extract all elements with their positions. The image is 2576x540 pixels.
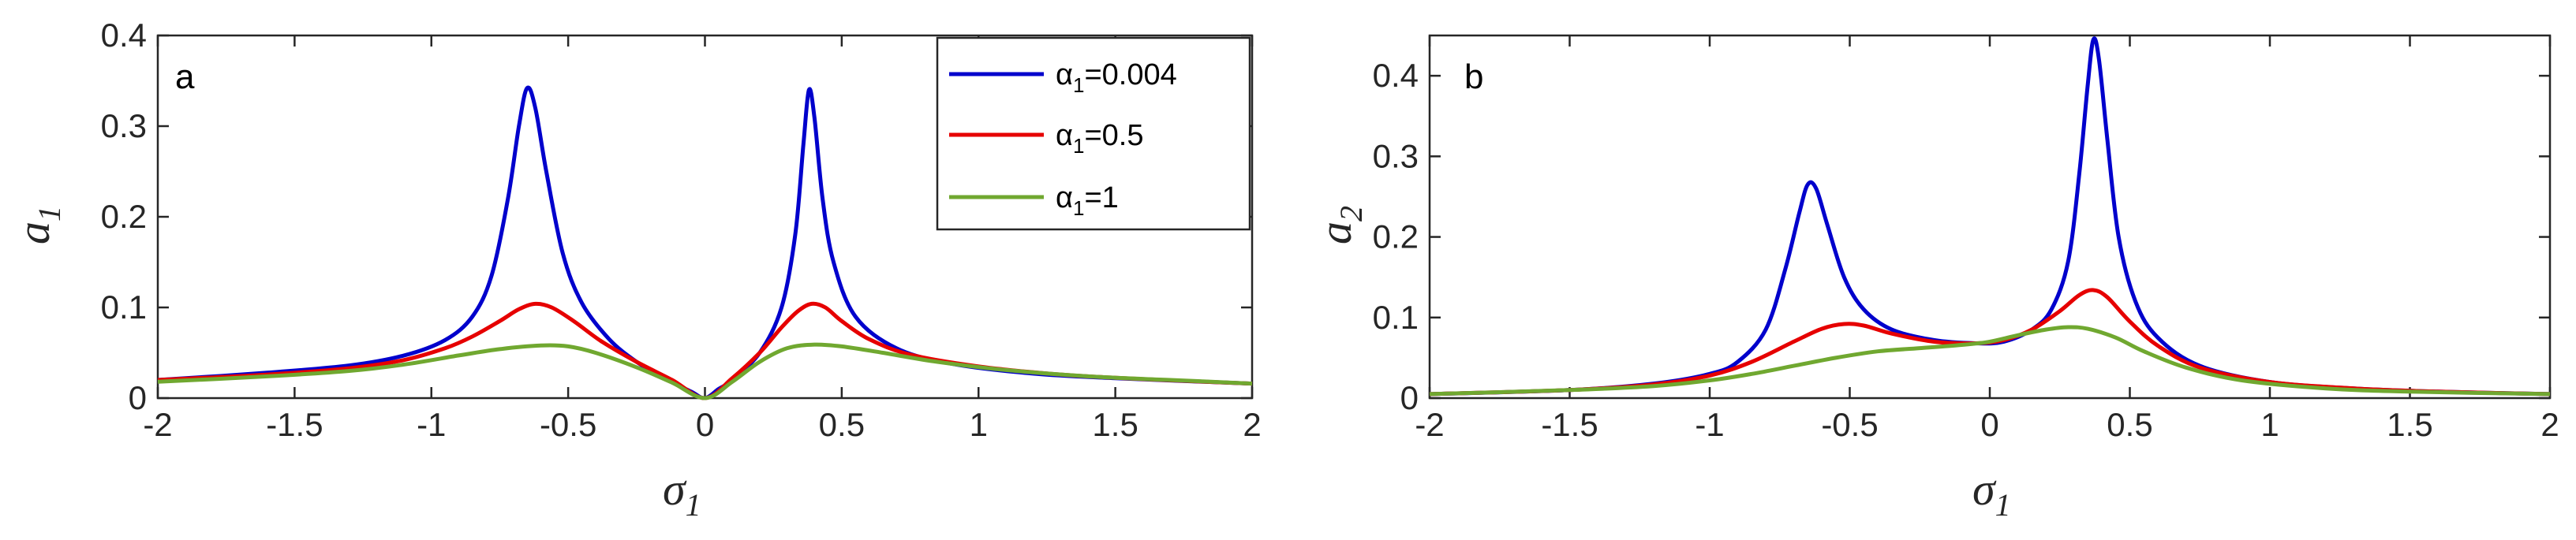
legend-label-3: α1=1 [1056, 181, 1119, 220]
x-tick-label-a: 0 [696, 406, 714, 443]
legend-entry-3: α1=1 [949, 181, 1119, 220]
y-tick-label-b: 0.4 [1373, 57, 1419, 94]
panel-label-a: a [175, 58, 195, 96]
x-tick-label-b: -1.5 [1541, 406, 1598, 443]
y-ticks-b: 0 0.1 0.2 0.3 0.4 [1373, 57, 2550, 416]
x-tick-label-b: 0.5 [2107, 406, 2152, 443]
y-tick-label-a: 0.3 [101, 107, 147, 144]
y-ticks-a: 0 0.1 0.2 0.3 0.4 [101, 17, 1252, 416]
legend-entry-2: α1=0.5 [949, 119, 1143, 158]
x-tick-label-a: 2 [1243, 406, 1261, 443]
panel-a: -2 -1.5 -1 -0.5 0 0.5 1 1.5 2 0 0.1 0.2 0.3 0.4 a σ1… [8, 17, 1262, 523]
legend-label-1: α1=0.004 [1056, 58, 1177, 97]
y-tick-label-a: 0.1 [101, 289, 147, 326]
y-axis-label-a: a1 [8, 206, 67, 244]
x-axis-label-a: σ1 [663, 464, 701, 523]
legend-label-2: α1=0.5 [1056, 119, 1143, 158]
x-tick-label-b: 0 [1980, 406, 1998, 443]
x-tick-label-a: -1.5 [266, 406, 323, 443]
y-tick-label-b: 0 [1400, 379, 1419, 416]
x-tick-label-a: -0.5 [540, 406, 596, 443]
legend: α1=0.004 α1=0.5 α1=1 [936, 36, 1251, 231]
x-ticks-a: -2 -1.5 -1 -0.5 0 0.5 1 1.5 2 [143, 35, 1262, 443]
x-tick-label-a: 1.5 [1092, 406, 1138, 443]
x-axis-label-b: σ1 [1972, 464, 2011, 523]
x-tick-label-b: -1 [1695, 406, 1724, 443]
x-tick-label-a: 1 [970, 406, 988, 443]
x-ticks-b: -2 -1.5 -1 -0.5 0 0.5 1 1.5 2 [1415, 35, 2559, 443]
x-tick-label-a: -2 [143, 406, 172, 443]
x-tick-label-a: -1 [417, 406, 446, 443]
x-tick-label-b: -0.5 [1821, 406, 1878, 443]
legend-entry-1: α1=0.004 [949, 58, 1177, 97]
x-tick-label-a: 0.5 [819, 406, 865, 443]
y-tick-label-b: 0.1 [1373, 299, 1419, 336]
series-lines-a [157, 85, 1253, 400]
y-tick-label-b: 0.2 [1373, 218, 1419, 255]
y-tick-label-a: 0.4 [101, 17, 147, 54]
series-lines-b [1429, 36, 2551, 397]
x-tick-label-b: 1.5 [2387, 406, 2432, 443]
x-tick-label-b: -2 [1415, 406, 1444, 443]
panel-label-b: b [1464, 58, 1483, 96]
series-line-a-2 [157, 301, 1253, 400]
y-axis-label-b: a2 [1310, 206, 1369, 244]
y-tick-label-a: 0.2 [101, 198, 147, 235]
series-line-b-3 [1429, 325, 2551, 397]
x-tick-label-b: 2 [2540, 406, 2559, 443]
x-tick-label-b: 1 [2260, 406, 2279, 443]
y-tick-label-b: 0.3 [1373, 137, 1419, 174]
series-line-a-3 [157, 342, 1253, 400]
panel-b: -2 -1.5 -1 -0.5 0 0.5 1 1.5 2 0 0.1 0.2 0.3 0.4 b σ1… [1310, 34, 2559, 523]
y-tick-label-a: 0 [129, 379, 147, 416]
